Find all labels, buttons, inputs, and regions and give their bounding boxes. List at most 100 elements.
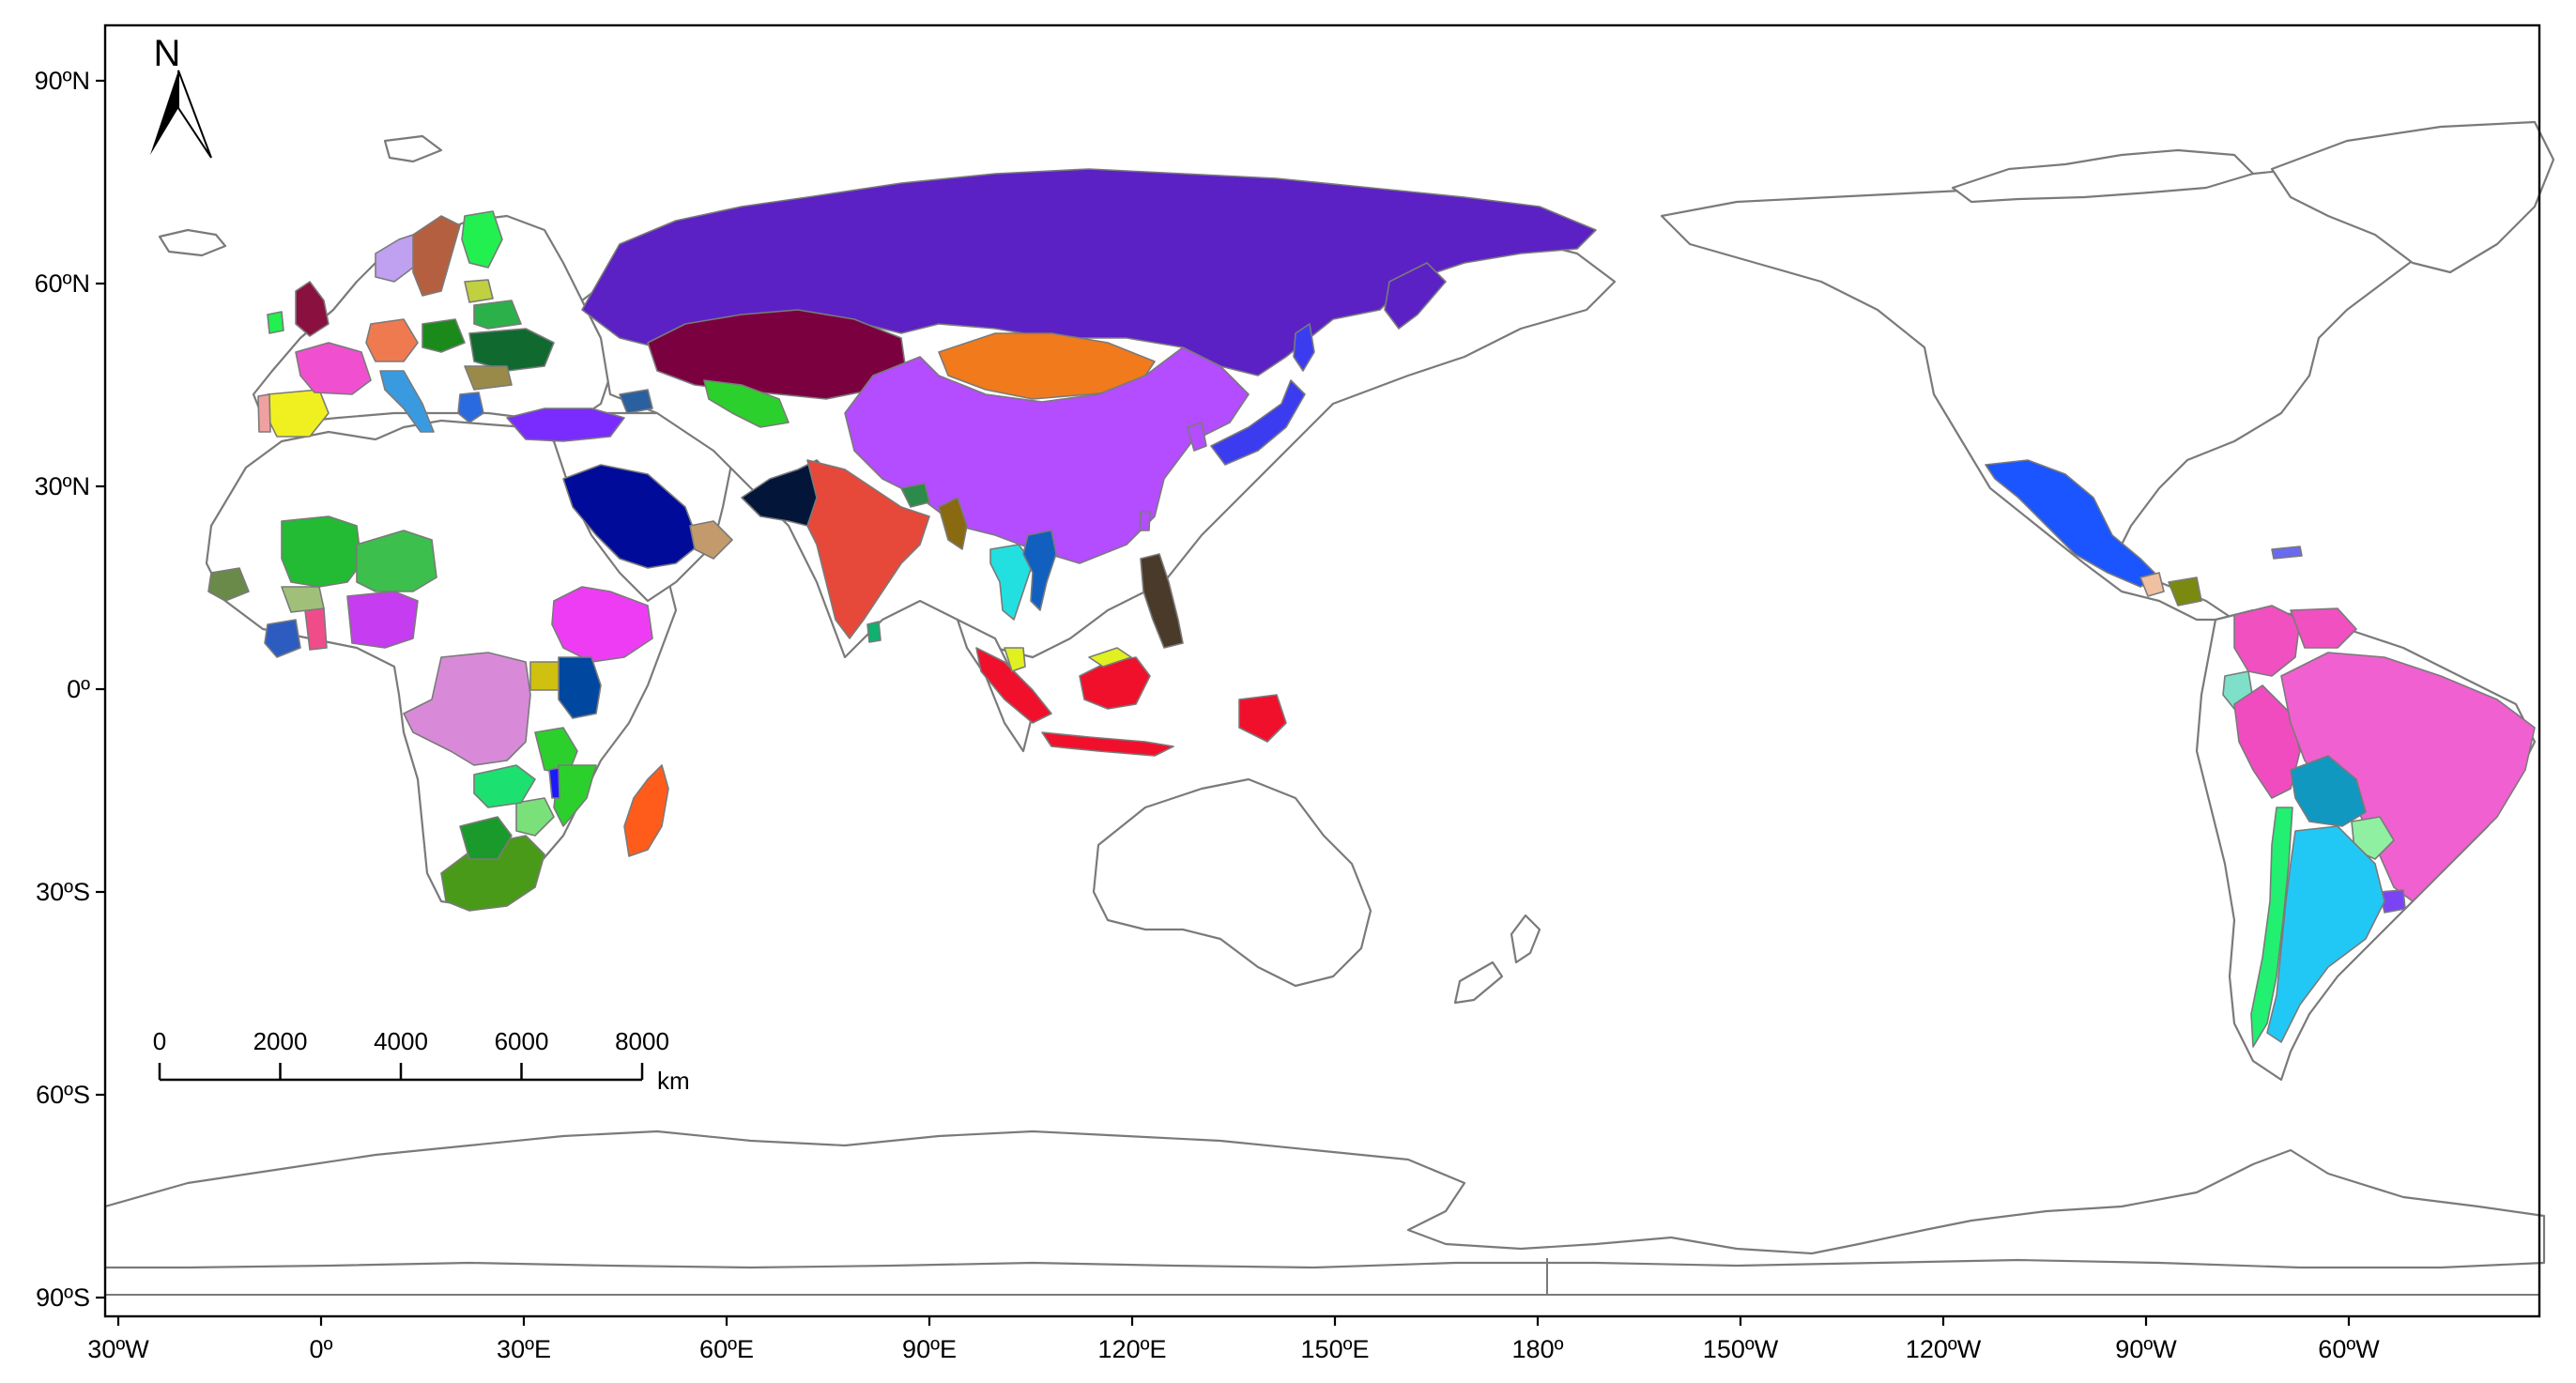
country-vietnam[interactable] <box>1022 530 1057 611</box>
scale-bar-label: 4000 <box>374 1027 428 1055</box>
country-layer <box>207 168 2536 1048</box>
country-honduras[interactable] <box>2168 576 2202 607</box>
north-arrow: N <box>150 33 212 159</box>
country-finland[interactable] <box>461 210 503 269</box>
canada-arctic-islands <box>1951 148 2255 204</box>
country-france[interactable] <box>295 342 372 395</box>
country-malaysia[interactable] <box>1004 647 1026 672</box>
country-burkina[interactable] <box>281 586 325 613</box>
lon-tick-label: 90ºE <box>902 1335 957 1363</box>
country-sweden[interactable] <box>412 215 461 297</box>
country-japan[interactable] <box>1210 379 1306 466</box>
country-kenya[interactable] <box>558 656 602 719</box>
country-philippines[interactable] <box>1140 553 1184 649</box>
country-indonesia-java[interactable] <box>1041 731 1174 757</box>
map-frame <box>103 23 2541 1318</box>
country-guatemala[interactable] <box>2139 572 2165 597</box>
longitude-axis: 30ºW 0º 30ºE 60ºE 90ºE 120ºE 150ºE 180º 150ºW 120… <box>87 1316 2380 1363</box>
scale-bar-label: 0 <box>153 1027 166 1055</box>
country-italy[interactable] <box>379 370 435 433</box>
country-germany[interactable] <box>365 318 419 362</box>
antarctica-landmass <box>103 1129 2546 1269</box>
country-tanzania[interactable] <box>534 727 578 776</box>
country-sri-lanka[interactable] <box>866 621 882 643</box>
lat-tick-label: 60ºN <box>35 269 90 298</box>
country-uk[interactable] <box>295 281 330 337</box>
country-uganda[interactable] <box>529 661 560 691</box>
country-romania[interactable] <box>464 365 513 391</box>
country-indonesia-papua[interactable] <box>1238 694 1287 743</box>
country-greece[interactable] <box>457 392 484 423</box>
country-oman[interactable] <box>689 520 733 560</box>
country-argentina[interactable] <box>2266 825 2385 1043</box>
country-cuba[interactable] <box>2271 546 2303 560</box>
country-bolivia[interactable] <box>2290 755 2367 827</box>
country-mozambique[interactable] <box>553 764 597 827</box>
country-senegal[interactable] <box>207 567 250 602</box>
country-baltic[interactable] <box>464 279 494 303</box>
scale-bar-label: 8000 <box>615 1027 669 1055</box>
scale-bar-label: 2000 <box>253 1027 308 1055</box>
lat-tick-label: 60ºS <box>36 1081 90 1109</box>
lon-tick-label: 30ºW <box>87 1335 149 1363</box>
country-dr-congo[interactable] <box>403 652 531 766</box>
greenland-landmass <box>2270 120 2555 274</box>
lat-tick-label: 30ºS <box>36 878 90 906</box>
country-colombia[interactable] <box>2233 605 2301 677</box>
country-indonesia[interactable] <box>975 647 1052 724</box>
scale-bar: 0 2000 4000 6000 8000 km <box>153 1027 690 1095</box>
country-iran-region[interactable] <box>703 379 790 428</box>
iceland-landmass <box>158 228 227 257</box>
new-zealand-south <box>1453 960 1504 1005</box>
lon-tick-label: 60ºE <box>699 1335 754 1363</box>
country-peru[interactable] <box>2233 684 2301 799</box>
country-poland[interactable] <box>422 318 466 353</box>
country-korea[interactable] <box>1187 422 1207 452</box>
country-japan-north[interactable] <box>1293 323 1315 372</box>
latitude-axis: 90ºN 60ºN 30ºN 0º 30ºS 60ºS 90ºS <box>35 67 105 1312</box>
country-venezuela[interactable] <box>2290 607 2357 649</box>
country-ireland[interactable] <box>267 311 284 334</box>
country-chile[interactable] <box>2250 807 2293 1048</box>
country-zambia[interactable] <box>473 764 536 808</box>
country-ethiopia[interactable] <box>551 586 653 663</box>
country-malaysia-borneo[interactable] <box>1088 647 1132 668</box>
lon-tick-label: 90ºW <box>2115 1335 2177 1363</box>
country-botswana[interactable] <box>459 816 513 860</box>
scale-bar-unit: km <box>657 1067 690 1095</box>
country-mali[interactable] <box>281 515 362 588</box>
scale-bar-label: 6000 <box>495 1027 549 1055</box>
lon-tick-label: 60ºW <box>2318 1335 2380 1363</box>
country-saudi-arabia[interactable] <box>562 464 700 569</box>
lon-tick-label: 0º <box>310 1335 333 1363</box>
country-guinea[interactable] <box>264 619 301 658</box>
country-zimbabwe[interactable] <box>515 797 555 837</box>
lat-tick-label: 30ºN <box>35 472 90 500</box>
country-malawi[interactable] <box>548 767 560 799</box>
lat-tick-label: 0º <box>67 675 90 703</box>
country-ukraine[interactable] <box>468 328 555 372</box>
country-norway[interactable] <box>375 234 414 283</box>
country-bangladesh[interactable] <box>900 483 930 508</box>
country-ghana[interactable] <box>304 607 328 651</box>
country-myanmar[interactable] <box>938 497 968 550</box>
lon-tick-label: 120ºW <box>1906 1335 1982 1363</box>
country-russia-kamchatka[interactable] <box>1384 262 1447 330</box>
country-nigeria[interactable] <box>346 591 419 649</box>
svalbard-landmass <box>383 134 443 163</box>
lon-tick-label: 120ºE <box>1098 1335 1167 1363</box>
country-taiwan[interactable] <box>1139 511 1151 531</box>
country-madagascar[interactable] <box>623 764 669 857</box>
country-india[interactable] <box>806 459 930 639</box>
country-portugal[interactable] <box>257 393 271 433</box>
lon-tick-label: 150ºE <box>1301 1335 1370 1363</box>
lat-tick-label: 90ºS <box>36 1283 90 1312</box>
country-caucasus[interactable] <box>619 389 653 414</box>
country-niger[interactable] <box>356 530 437 592</box>
country-belarus[interactable] <box>473 300 522 330</box>
north-arrow-left-half <box>150 70 178 155</box>
country-turkey[interactable] <box>506 407 625 442</box>
australia-landmass <box>1092 777 1372 988</box>
country-thailand[interactable] <box>989 544 1034 621</box>
